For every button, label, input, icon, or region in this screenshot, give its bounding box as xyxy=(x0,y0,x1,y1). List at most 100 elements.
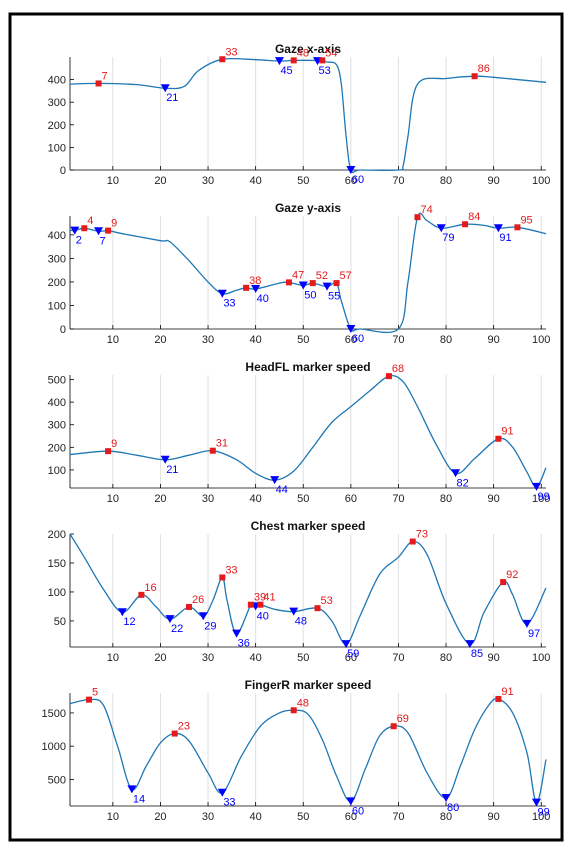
peak-label: 92 xyxy=(506,569,518,581)
valley-marker xyxy=(346,166,356,174)
valley-label: 14 xyxy=(133,793,145,805)
valley-marker xyxy=(198,612,208,621)
valley-marker xyxy=(341,640,351,649)
x-tick-label: 10 xyxy=(107,493,119,505)
peak-marker xyxy=(285,279,292,286)
y-tick-label: 50 xyxy=(54,616,66,628)
valley-marker xyxy=(298,281,308,290)
valley-marker xyxy=(531,482,541,491)
peak-marker xyxy=(290,707,297,714)
signal-line xyxy=(69,374,547,488)
peak-marker xyxy=(409,538,416,545)
x-tick-label: 40 xyxy=(250,175,262,187)
peak-marker xyxy=(333,280,340,287)
peak-label: 69 xyxy=(397,713,409,725)
y-tick-label: 200 xyxy=(48,442,66,454)
valley-label: 91 xyxy=(499,232,511,244)
peak-marker xyxy=(171,730,178,737)
signal-line xyxy=(69,212,547,334)
x-tick-label: 50 xyxy=(297,811,309,823)
peak-label: 73 xyxy=(416,529,428,541)
y-tick-label: 0 xyxy=(60,165,66,177)
valley-marker xyxy=(127,785,137,794)
valley-label: 60 xyxy=(352,333,364,345)
peak-label: 53 xyxy=(321,595,333,607)
peak-label: 54 xyxy=(325,47,337,59)
y-tick-label: 100 xyxy=(48,587,66,599)
peak-marker xyxy=(86,696,93,703)
x-tick-label: 30 xyxy=(202,493,214,505)
peak-label: 57 xyxy=(340,270,352,282)
peak-label: 39 xyxy=(254,592,266,604)
x-tick-label: 90 xyxy=(488,493,500,505)
peak-label: 9 xyxy=(111,218,117,230)
y-tick-label: 200 xyxy=(48,277,66,289)
peak-label: 91 xyxy=(501,426,513,438)
valley-label: 2 xyxy=(76,235,82,247)
figure-frame xyxy=(8,12,564,842)
chart-title: FingerR marker speed xyxy=(245,678,372,692)
signal-line xyxy=(69,533,547,645)
chart-title: HeadFL marker speed xyxy=(245,360,370,374)
valley-label: 7 xyxy=(100,235,106,247)
valley-marker xyxy=(441,794,451,803)
y-tick-label: 100 xyxy=(48,300,66,312)
x-tick-label: 30 xyxy=(202,652,214,664)
x-tick-label: 100 xyxy=(532,652,550,664)
peak-label: 91 xyxy=(501,686,513,698)
valley-label: 97 xyxy=(528,628,540,640)
valley-marker xyxy=(436,224,446,233)
peak-marker xyxy=(95,80,102,87)
x-tick-label: 60 xyxy=(345,493,357,505)
valley-label: 12 xyxy=(123,616,135,628)
valley-marker xyxy=(232,629,242,638)
valley-marker xyxy=(346,325,356,333)
y-tick-label: 0 xyxy=(60,324,66,336)
peak-marker xyxy=(414,214,421,221)
valley-marker xyxy=(117,608,127,617)
valley-marker xyxy=(70,226,80,235)
peak-marker xyxy=(385,373,392,380)
y-tick-label: 1500 xyxy=(42,708,66,720)
peak-label: 33 xyxy=(225,46,237,58)
x-tick-label: 70 xyxy=(392,493,404,505)
valley-label: 48 xyxy=(295,616,307,628)
x-tick-label: 70 xyxy=(392,175,404,187)
valley-label: 99 xyxy=(537,807,549,819)
peak-label: 74 xyxy=(420,204,432,216)
x-tick-label: 20 xyxy=(154,493,166,505)
x-tick-label: 10 xyxy=(107,334,119,346)
x-tick-label: 30 xyxy=(202,334,214,346)
signal-line xyxy=(69,698,547,804)
y-tick-label: 500 xyxy=(48,774,66,786)
valley-label: 22 xyxy=(171,623,183,635)
valley-marker xyxy=(217,788,227,797)
valley-marker xyxy=(160,84,170,93)
peak-marker xyxy=(390,723,397,730)
peak-label: 68 xyxy=(392,363,404,375)
valley-marker xyxy=(493,224,503,233)
y-tick-label: 300 xyxy=(48,253,66,265)
peak-marker xyxy=(314,605,321,612)
x-tick-label: 80 xyxy=(440,334,452,346)
peak-label: 41 xyxy=(263,592,275,604)
valley-label: 21 xyxy=(166,92,178,104)
x-tick-label: 60 xyxy=(345,175,357,187)
peak-label: 26 xyxy=(192,594,204,606)
peak-label: 95 xyxy=(520,214,532,226)
peak-label: 31 xyxy=(216,438,228,450)
peak-marker xyxy=(81,225,88,232)
x-tick-label: 20 xyxy=(154,811,166,823)
peak-marker xyxy=(219,574,226,581)
peak-marker xyxy=(247,601,254,608)
valley-label: 45 xyxy=(280,65,292,77)
y-tick-label: 400 xyxy=(48,75,66,87)
valley-marker xyxy=(322,282,332,291)
valley-marker xyxy=(160,455,170,464)
y-tick-label: 500 xyxy=(48,375,66,387)
x-tick-label: 100 xyxy=(532,811,550,823)
peak-marker xyxy=(257,601,264,608)
valley-label: 59 xyxy=(347,648,359,660)
x-tick-label: 100 xyxy=(532,334,550,346)
x-tick-label: 60 xyxy=(345,334,357,346)
